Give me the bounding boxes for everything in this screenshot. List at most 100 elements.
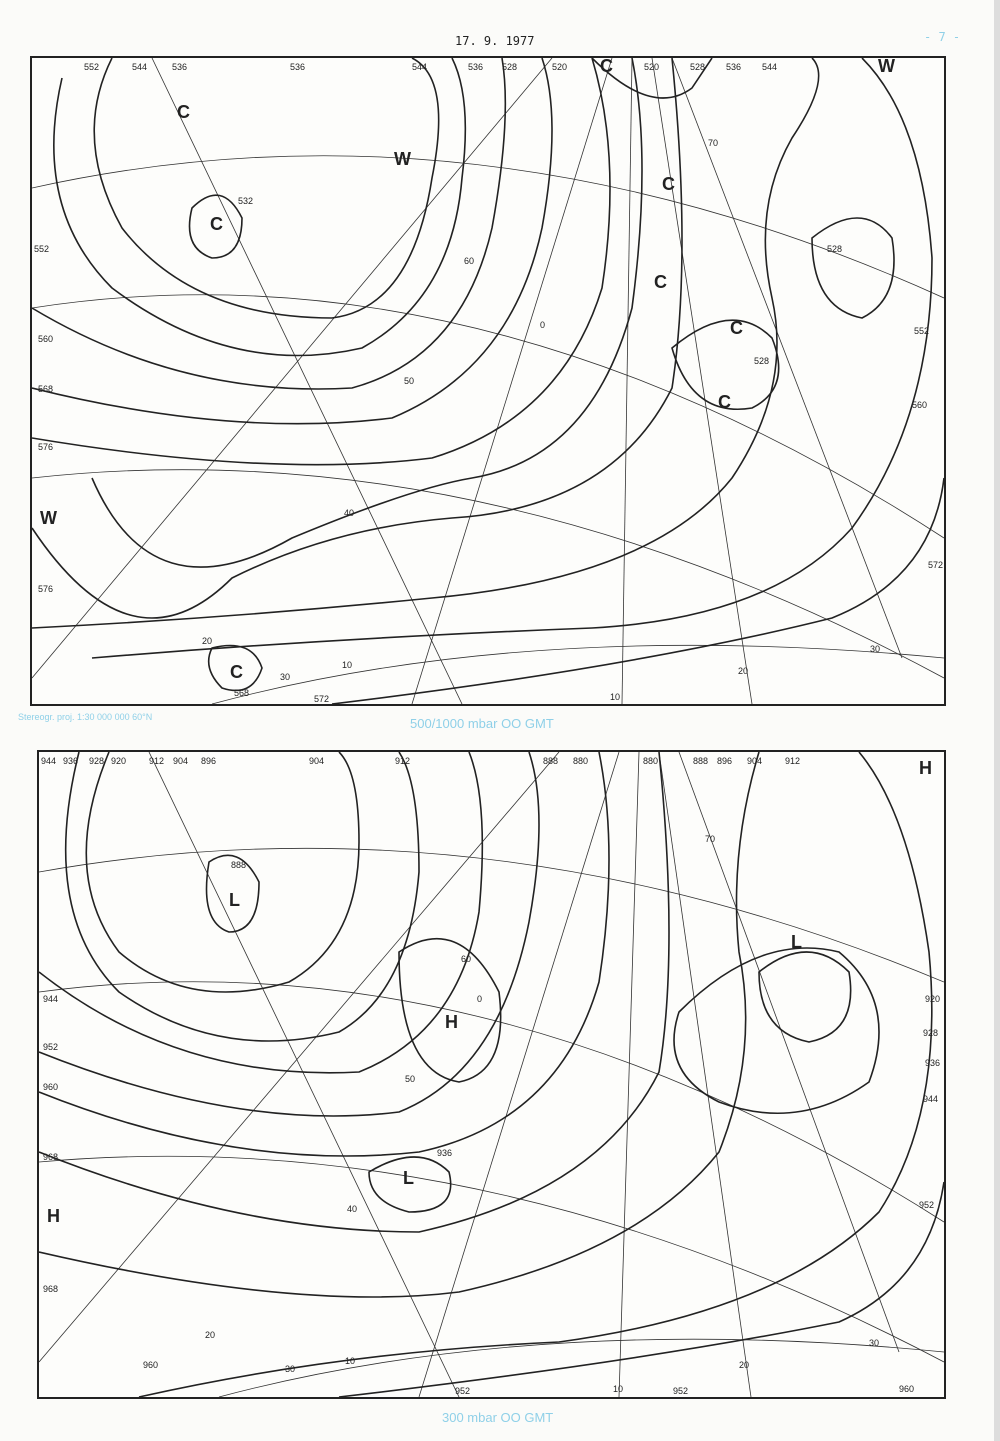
contour-label: 544 xyxy=(412,62,427,72)
center-c: C xyxy=(654,272,667,292)
center-h: H xyxy=(445,1012,458,1032)
contour-label: 536 xyxy=(290,62,305,72)
latitude-label: 50 xyxy=(404,376,414,386)
center-c: C xyxy=(730,318,743,338)
latitude-label: 50 xyxy=(405,1074,415,1084)
longitude-label: 20 xyxy=(739,1360,749,1370)
contour-label: 912 xyxy=(149,756,164,766)
longitude-label: 20 xyxy=(202,636,212,646)
center-c: C xyxy=(230,662,243,682)
top-map-caption: 500/1000 mbar OO GMT xyxy=(410,716,554,731)
contour-label: 520 xyxy=(644,62,659,72)
contour-label: 568 xyxy=(38,384,53,394)
contour-label: 576 xyxy=(38,442,53,452)
map-300-mbar: L H L H L H 944 936 928 920 912 904 896 … xyxy=(37,750,946,1399)
center-l: L xyxy=(791,932,802,952)
page-number: - 7 - xyxy=(924,30,961,44)
contour-label: 532 xyxy=(238,196,253,206)
contour-label: 520 xyxy=(552,62,567,72)
longitude-label: 0 xyxy=(540,320,545,330)
contour-label: 572 xyxy=(314,694,329,704)
contours xyxy=(38,751,945,1398)
bottom-map-caption: 300 mbar OO GMT xyxy=(442,1410,554,1425)
contour-label: 528 xyxy=(502,62,517,72)
contour-label: 888 xyxy=(231,860,246,870)
contour-label: 968 xyxy=(43,1152,58,1162)
contour-label: 944 xyxy=(43,994,58,1004)
graticule xyxy=(31,57,945,705)
center-c: C xyxy=(177,102,190,122)
center-c: C xyxy=(718,392,731,412)
contour-label: 960 xyxy=(143,1360,158,1370)
contour-label: 576 xyxy=(38,584,53,594)
longitude-label: 10 xyxy=(610,692,620,702)
contour-label: 560 xyxy=(38,334,53,344)
longitude-label: 10 xyxy=(345,1356,355,1366)
contour-label: 968 xyxy=(43,1284,58,1294)
contour-label: 952 xyxy=(455,1386,470,1396)
contour-label: 912 xyxy=(395,756,410,766)
contour-label: 944 xyxy=(923,1094,938,1104)
center-c: C xyxy=(210,214,223,234)
center-w: W xyxy=(878,58,895,76)
contour-label: 528 xyxy=(827,244,842,254)
center-c: C xyxy=(662,174,675,194)
map-500-1000-mbar: C C W C C C C C W W C 552 544 536 536 54… xyxy=(30,56,946,706)
contour-label: 552 xyxy=(34,244,49,254)
latitude-label: 30 xyxy=(280,672,290,682)
contour-label: 888 xyxy=(543,756,558,766)
contour-labels: 944 936 928 920 912 904 896 904 912 888 … xyxy=(41,756,940,1396)
latitude-label: 60 xyxy=(464,256,474,266)
longitude-label: 20 xyxy=(205,1330,215,1340)
contour-label: 904 xyxy=(173,756,188,766)
latitude-label: 70 xyxy=(708,138,718,148)
contours xyxy=(31,57,945,705)
center-w: W xyxy=(40,508,57,528)
map-300-canvas: L H L H L H 944 936 928 920 912 904 896 … xyxy=(38,751,945,1398)
contour-label: 896 xyxy=(201,756,216,766)
longitude-label: 10 xyxy=(613,1384,623,1394)
contour-labels: 552 544 536 536 544 536 528 520 520 528 … xyxy=(34,62,943,704)
center-l: L xyxy=(403,1168,414,1188)
pressure-centers: L H L H L H xyxy=(47,758,932,1226)
contour-label: 572 xyxy=(928,560,943,570)
latitude-label: 40 xyxy=(344,508,354,518)
contour-label: 904 xyxy=(747,756,762,766)
contour-label: 888 xyxy=(693,756,708,766)
contour-label: 544 xyxy=(132,62,147,72)
contour-label: 896 xyxy=(717,756,732,766)
contour-label: 960 xyxy=(899,1384,914,1394)
contour-label: 928 xyxy=(923,1028,938,1038)
contour-label: 936 xyxy=(437,1148,452,1158)
contour-label: 880 xyxy=(573,756,588,766)
page-edge xyxy=(994,0,1000,1441)
contour-label: 920 xyxy=(925,994,940,1004)
latitude-label: 40 xyxy=(347,1204,357,1214)
center-h: H xyxy=(919,758,932,778)
map-500-1000-canvas: C C W C C C C C W W C 552 544 536 536 54… xyxy=(31,56,945,705)
contour-label: 528 xyxy=(754,356,769,366)
contour-label: 912 xyxy=(785,756,800,766)
contour-label: 552 xyxy=(84,62,99,72)
graticule xyxy=(38,751,945,1398)
contour-label: 568 xyxy=(234,688,249,698)
longitude-label: 0 xyxy=(477,994,482,1004)
contour-label: 952 xyxy=(919,1200,934,1210)
chart-date: 17. 9. 1977 xyxy=(455,34,535,48)
contour-label: 528 xyxy=(690,62,705,72)
longitude-label: 30 xyxy=(869,1338,879,1348)
center-h: H xyxy=(47,1206,60,1226)
contour-label: 536 xyxy=(468,62,483,72)
center-l: L xyxy=(229,890,240,910)
contour-label: 944 xyxy=(41,756,56,766)
contour-label: 880 xyxy=(643,756,658,766)
contour-label: 928 xyxy=(89,756,104,766)
contour-label: 920 xyxy=(111,756,126,766)
longitude-label: 20 xyxy=(738,666,748,676)
contour-label: 952 xyxy=(43,1042,58,1052)
contour-label: 936 xyxy=(63,756,78,766)
contour-label: 560 xyxy=(912,400,927,410)
contour-label: 936 xyxy=(925,1058,940,1068)
latitude-label: 70 xyxy=(705,834,715,844)
contour-label: 952 xyxy=(673,1386,688,1396)
